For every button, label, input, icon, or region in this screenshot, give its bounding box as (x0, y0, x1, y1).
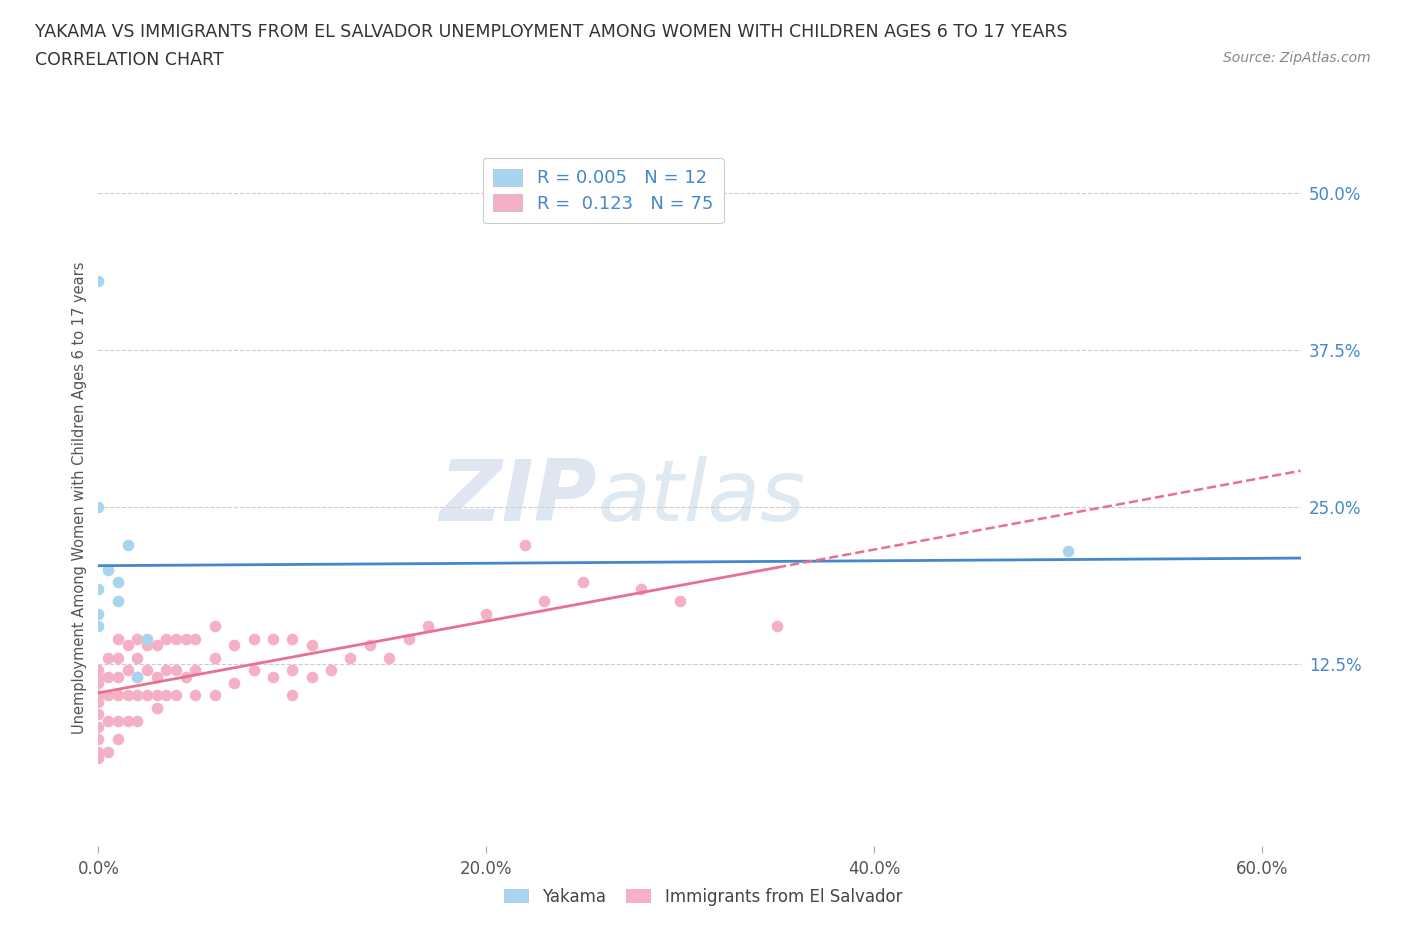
Legend: R = 0.005   N = 12, R =  0.123   N = 75: R = 0.005 N = 12, R = 0.123 N = 75 (482, 158, 724, 223)
Y-axis label: Unemployment Among Women with Children Ages 6 to 17 years: Unemployment Among Women with Children A… (72, 261, 87, 734)
Point (127, 688, 149, 703)
Point (117, 638, 139, 653)
Point (145, 638, 167, 653)
Point (184, 688, 207, 703)
Point (97, 745, 120, 760)
Point (204, 688, 226, 703)
Point (572, 575, 595, 590)
Text: YAKAMA VS IMMIGRANTS FROM EL SALVADOR UNEMPLOYMENT AMONG WOMEN WITH CHILDREN AGE: YAKAMA VS IMMIGRANTS FROM EL SALVADOR UN… (35, 23, 1067, 41)
Point (630, 581, 652, 596)
Point (174, 670, 197, 684)
Point (87, 663, 110, 678)
Point (107, 670, 129, 684)
Point (87, 720, 110, 735)
Point (155, 688, 177, 703)
Point (87, 606, 110, 621)
Point (184, 663, 207, 678)
Point (97, 670, 120, 684)
Point (204, 650, 226, 665)
Point (87, 670, 110, 684)
Point (378, 650, 401, 665)
Point (145, 688, 167, 703)
Point (87, 707, 110, 722)
Point (97, 713, 120, 728)
Point (135, 631, 157, 646)
Point (155, 663, 177, 678)
Point (97, 688, 120, 703)
Point (359, 638, 381, 653)
Point (87, 581, 110, 596)
Point (398, 631, 420, 646)
Point (281, 631, 304, 646)
Point (339, 650, 361, 665)
Point (87, 619, 110, 634)
Point (87, 732, 110, 747)
Point (301, 638, 323, 653)
Point (165, 688, 187, 703)
Point (117, 713, 139, 728)
Point (224, 675, 246, 690)
Point (107, 593, 129, 608)
Point (135, 663, 157, 678)
Point (319, 663, 342, 678)
Point (145, 670, 167, 684)
Text: CORRELATION CHART: CORRELATION CHART (35, 51, 224, 69)
Point (281, 663, 304, 678)
Point (87, 688, 110, 703)
Point (204, 619, 226, 634)
Point (117, 663, 139, 678)
Point (155, 631, 177, 646)
Point (87, 745, 110, 760)
Point (174, 631, 197, 646)
Point (184, 631, 207, 646)
Point (301, 670, 323, 684)
Point (127, 631, 149, 646)
Point (475, 606, 498, 621)
Point (97, 650, 120, 665)
Point (242, 631, 264, 646)
Point (416, 619, 439, 634)
Point (262, 631, 284, 646)
Point (87, 273, 110, 288)
Text: Source: ZipAtlas.com: Source: ZipAtlas.com (1223, 51, 1371, 65)
Point (107, 688, 129, 703)
Point (281, 688, 304, 703)
Text: ZIP: ZIP (440, 456, 598, 539)
Point (87, 695, 110, 710)
Point (127, 713, 149, 728)
Point (165, 663, 187, 678)
Point (669, 593, 692, 608)
Point (127, 650, 149, 665)
Point (135, 688, 157, 703)
Point (262, 670, 284, 684)
Point (224, 638, 246, 653)
Point (242, 663, 264, 678)
Point (766, 619, 789, 634)
Point (87, 675, 110, 690)
Point (117, 688, 139, 703)
Point (117, 538, 139, 552)
Point (1057, 543, 1080, 558)
Legend: Yakama, Immigrants from El Salvador: Yakama, Immigrants from El Salvador (498, 881, 908, 912)
Point (127, 670, 149, 684)
Point (513, 538, 536, 552)
Point (107, 650, 129, 665)
Point (107, 575, 129, 590)
Point (127, 670, 149, 684)
Point (97, 563, 120, 578)
Point (135, 638, 157, 653)
Point (87, 499, 110, 514)
Point (107, 732, 129, 747)
Point (533, 593, 555, 608)
Point (165, 631, 187, 646)
Point (107, 631, 129, 646)
Point (145, 700, 167, 715)
Point (107, 713, 129, 728)
Text: atlas: atlas (598, 456, 806, 539)
Point (87, 751, 110, 765)
